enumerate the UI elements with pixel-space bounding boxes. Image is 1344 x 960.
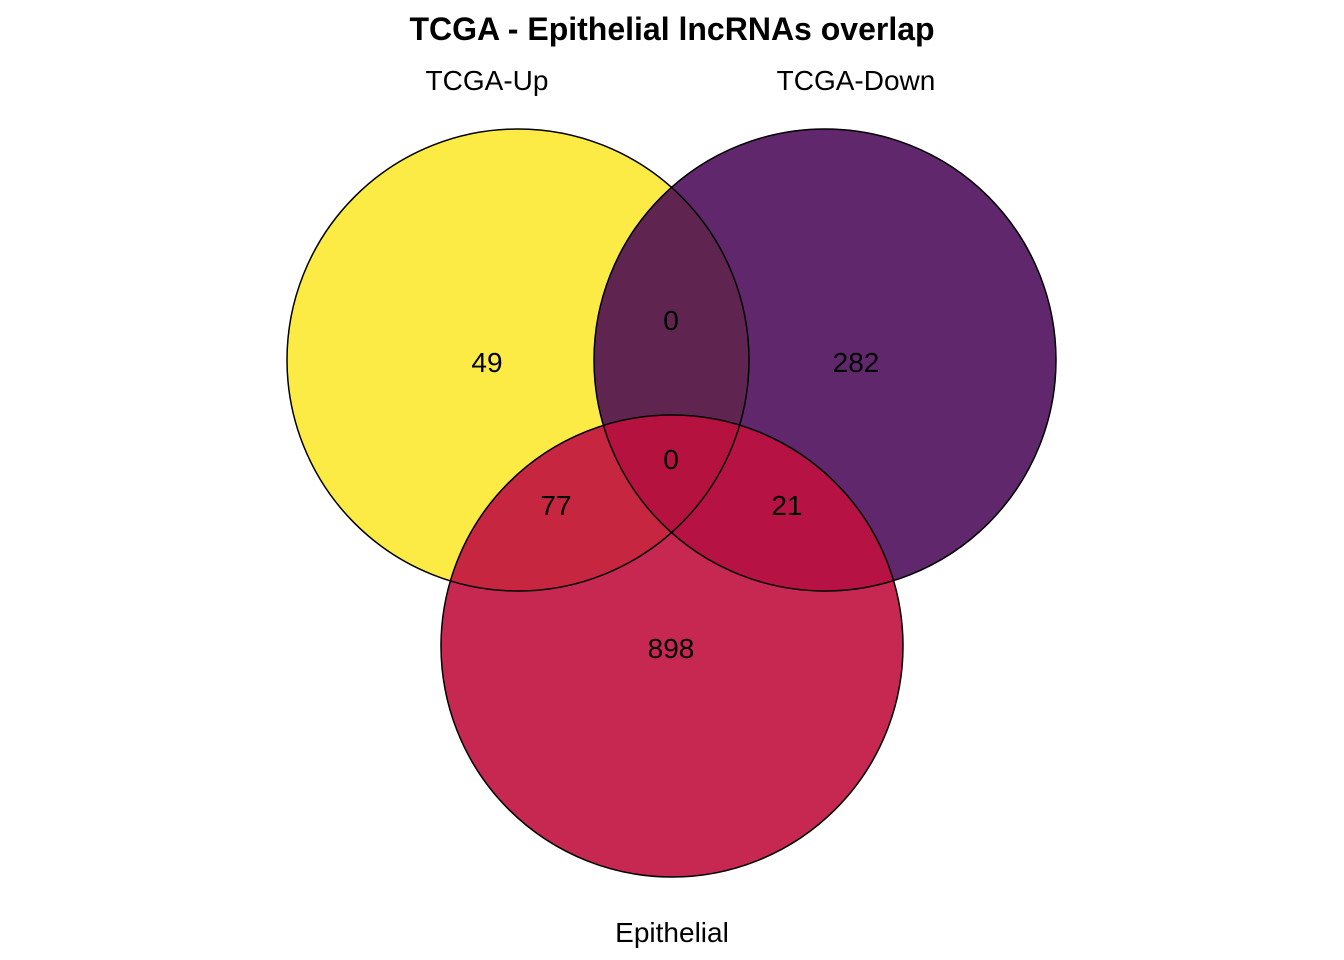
count-up-epithelial: 77: [540, 490, 571, 521]
count-down-only: 282: [833, 347, 880, 378]
set-label-epithelial: Epithelial: [615, 917, 729, 948]
count-epithelial-only: 898: [648, 633, 695, 664]
set-label-tcga-down: TCGA-Down: [777, 65, 936, 96]
set-circle-epithelial: [441, 415, 903, 877]
count-all-three: 0: [663, 444, 679, 475]
count-up-down: 0: [663, 305, 679, 336]
count-up-only: 49: [471, 347, 502, 378]
count-down-epithelial: 21: [771, 490, 802, 521]
set-outline-epithelial: [440, 414, 904, 878]
set-outline-tcga-up: [286, 128, 750, 592]
chart-title: TCGA - Epithelial lncRNAs overlap: [409, 11, 934, 47]
set-outline-tcga-down: [593, 128, 1057, 592]
set-label-tcga-up: TCGA-Up: [426, 65, 549, 96]
